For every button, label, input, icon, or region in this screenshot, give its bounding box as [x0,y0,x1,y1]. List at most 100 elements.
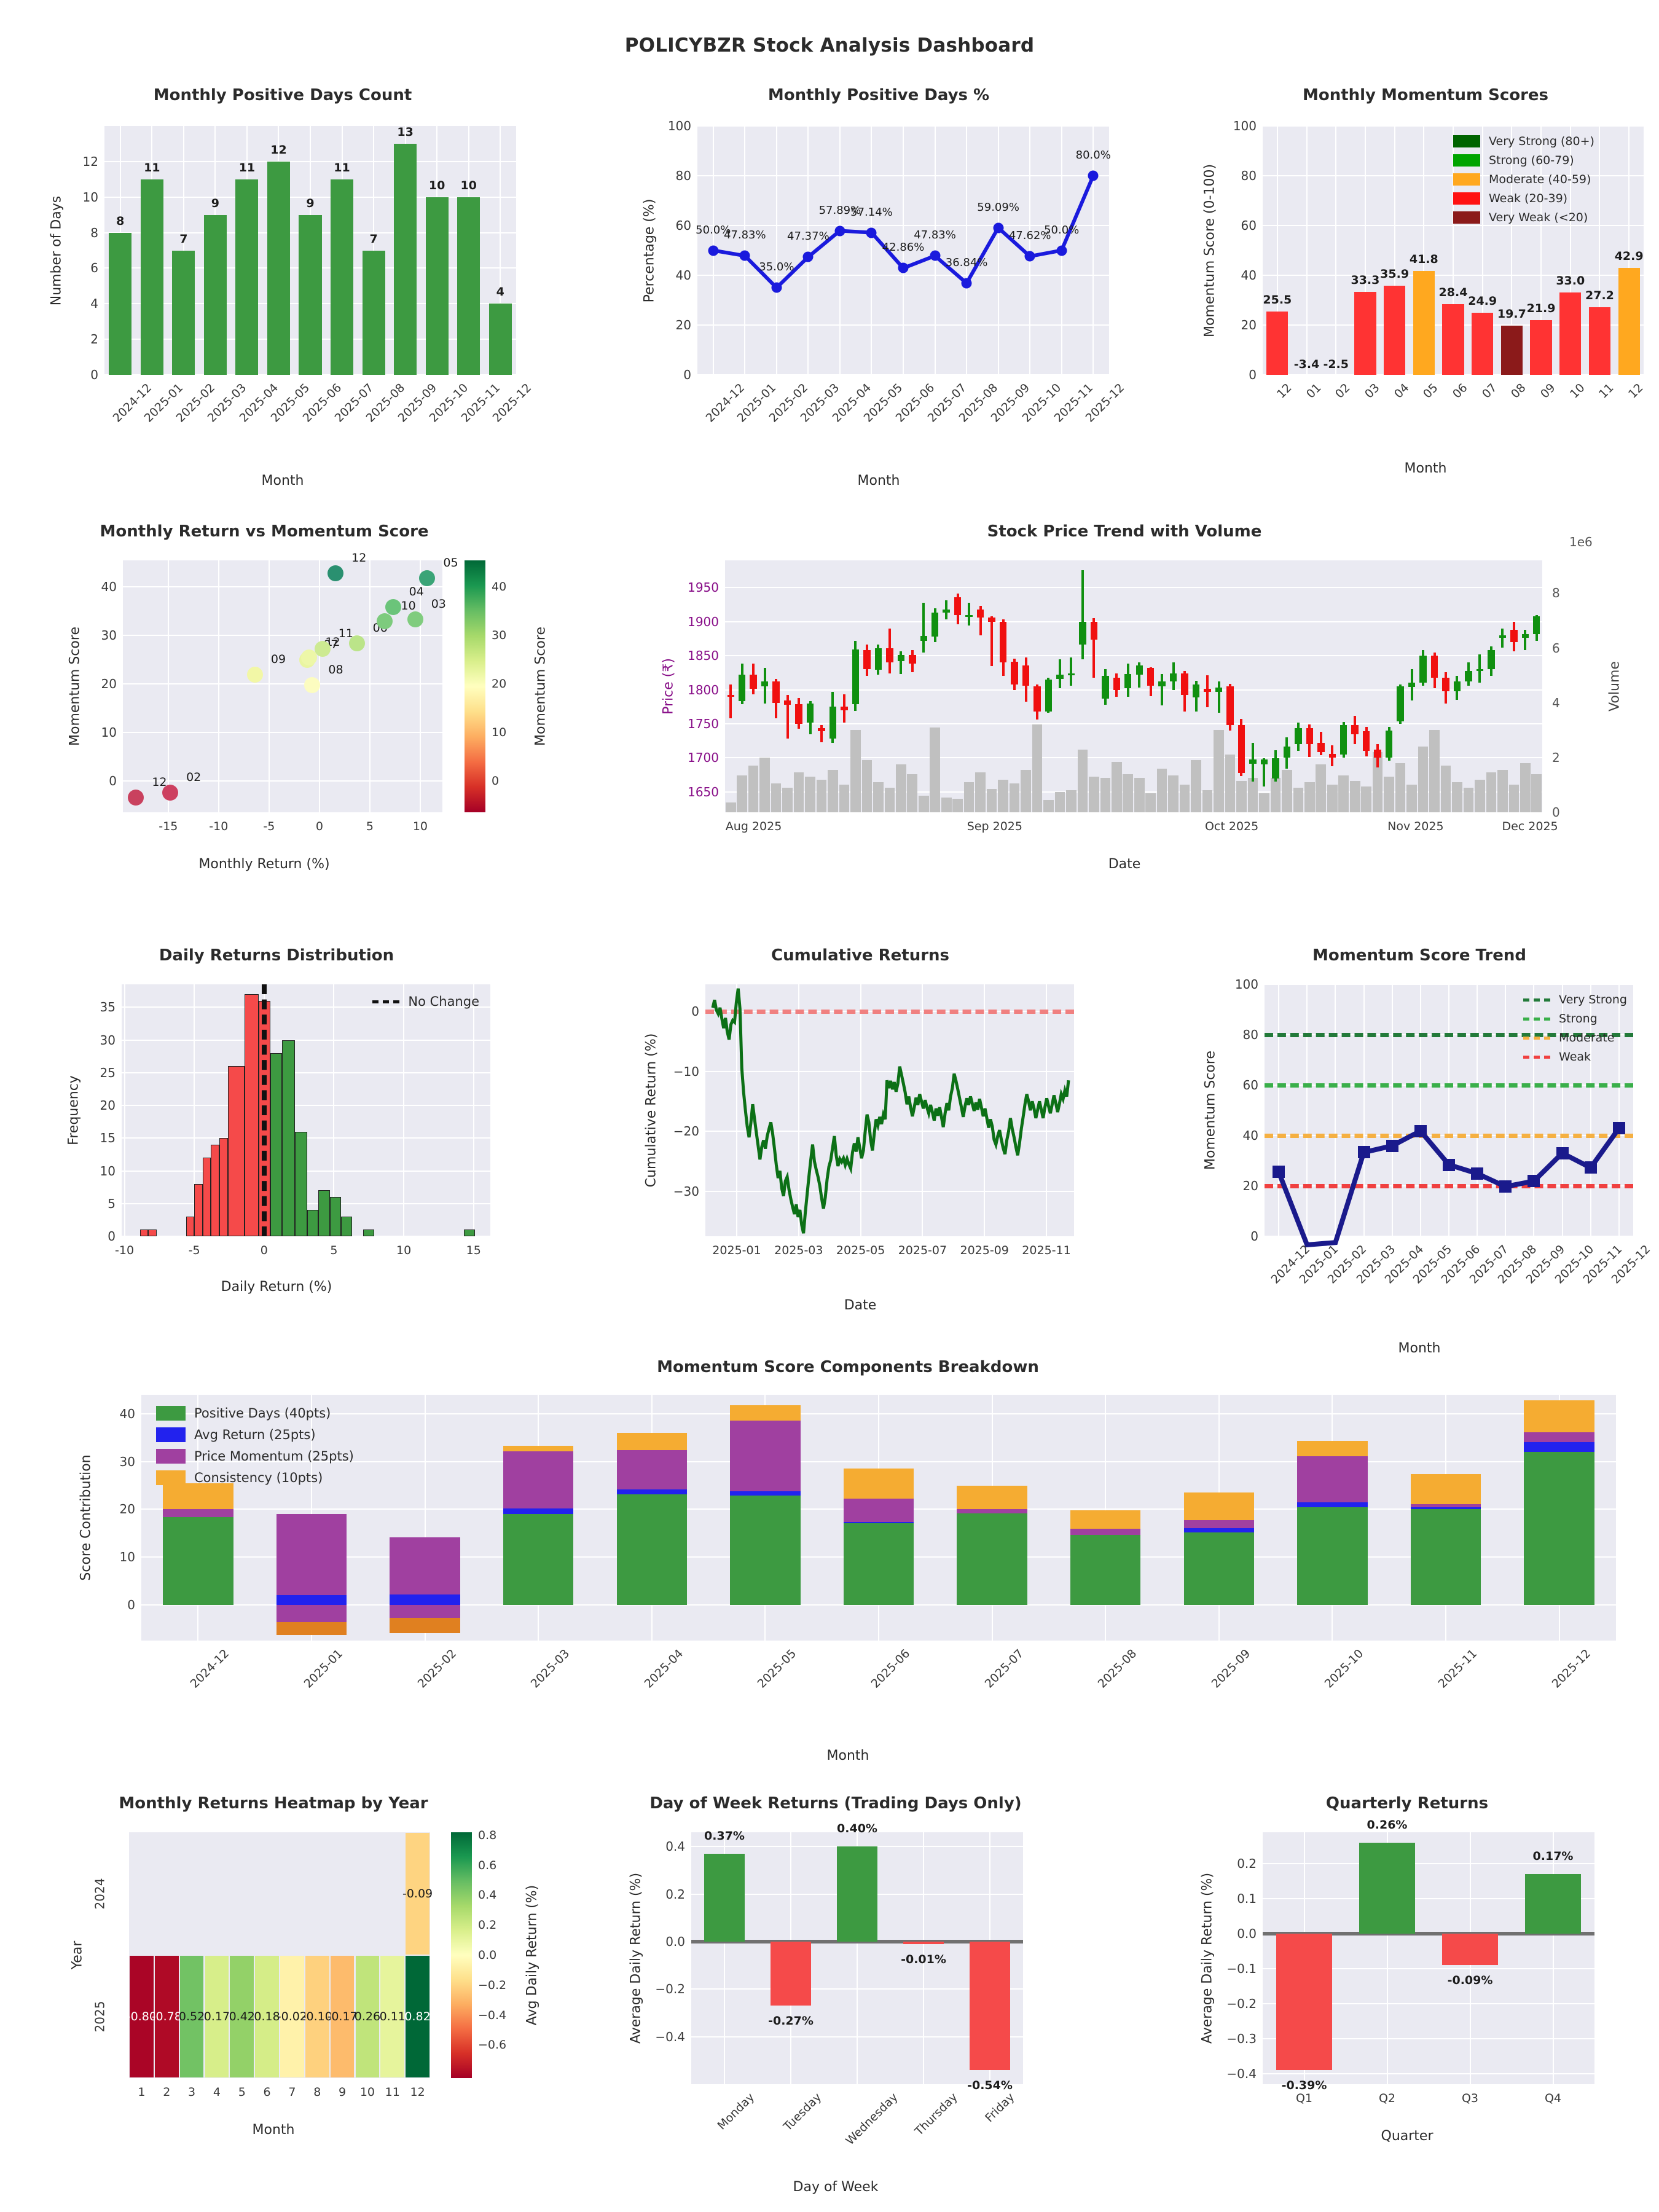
candle-body [1430,656,1438,678]
stack-segment [503,1451,574,1508]
legend-label: Very Strong [1559,993,1627,1006]
gridline-v [1029,126,1031,375]
x-axis-label: Month [1398,1341,1441,1356]
volume-bar [1021,769,1031,812]
candle-body [1385,731,1393,758]
volume-bar [725,802,736,812]
panel-momentum-score-trend: Momentum Score Trend 0 20 40 60 80 100 Very St… [1192,946,1653,1356]
volume-bar [861,760,873,812]
heatmap-cell: 0.82 [404,1956,431,2077]
gridline-h [122,1006,490,1008]
candle-body [1397,686,1404,721]
bar-value-label: 0.37% [704,1829,745,1843]
data-point-marker [1499,1180,1512,1193]
y2-axis-tick: 8 [1552,586,1560,601]
y-axis-tick: 0 [1250,1229,1258,1244]
gridline-v [1276,126,1278,375]
volume-bar [828,769,838,812]
x-axis-tick: 2025-08 [1095,1647,1140,1691]
stack-segment [957,1513,1027,1605]
volume-bar [1475,779,1485,812]
candle-body [1226,686,1234,726]
panel-stock-price-trend: Stock Price Trend with Volume 1650 1700 17… [633,522,1623,879]
legend-item: Moderate (40-59) [1453,173,1594,186]
stack-segment [1183,1528,1255,1533]
data-point-marker [1612,1122,1625,1135]
y-axis-tick: 1800 [688,682,719,697]
candle-wick [979,606,982,635]
scatter-point [407,611,423,628]
gridline-v [860,984,861,1236]
candle-wick [1161,674,1164,706]
data-point [834,226,845,237]
bar-value-label: 0.26% [1367,1818,1408,1832]
y-axis-tick: 0 [108,1229,116,1244]
point-label: 09 [270,653,286,667]
x-axis-tick: 04 [1391,381,1412,401]
chart-title: Monthly Return vs Momentum Score [100,522,429,541]
legend-swatch [156,1449,186,1464]
candle-wick [1217,681,1220,713]
bar-value-label: 21.9 [1526,302,1556,316]
gridline-v [1561,984,1563,1236]
x-axis-label: Quarter [1381,2128,1433,2144]
legend-item: Avg Return (25pts) [156,1427,354,1442]
legend-label: Strong [1559,1012,1598,1026]
candle-body [1340,725,1347,755]
bar [1266,311,1288,375]
legend-swatch [1453,154,1480,167]
gridline-h [1263,2037,1594,2039]
candle-body [750,675,757,689]
y-axis-label: Average Daily Return (%) [1199,1872,1215,2044]
x-axis-tick: Q3 [1461,2092,1479,2105]
point-label: 08 [328,663,343,677]
volume-bar [1214,730,1224,812]
gridline-v [922,984,924,1236]
legend-label: Moderate (40-59) [1489,173,1591,186]
x-axis-label: Month [261,473,304,488]
chart-title: Monthly Momentum Scores [1302,86,1549,104]
colorbar: 0.8 0.6 0.4 0.2 0.0 −0.2 −0.4 −0.6 [451,1829,506,2078]
volume-bar [918,796,929,812]
x-axis-label: Month [826,1748,869,1763]
stack-segment [163,1516,233,1605]
point-label: 12 [351,551,367,565]
point-label: 02 [186,771,202,785]
candle-body [1192,684,1200,697]
y-axis-tick: 20 [100,1098,116,1113]
candle-body [931,613,939,637]
gridline-v [1628,126,1630,375]
x-axis-tick: 02 [1333,381,1353,401]
candle-body [1521,633,1529,638]
data-point [739,250,750,261]
stack-segment [163,1509,233,1517]
bar-value-label: 8 [116,214,125,228]
candle-body [1283,746,1291,758]
gridline-v [194,984,195,1236]
y-axis-tick: −0.2 [1226,1996,1257,2012]
scatter-point [304,677,321,694]
bar-value-label: 0.17% [1532,1849,1574,1864]
candle-body [1533,616,1540,634]
bar [172,250,195,375]
stack-segment [1410,1509,1481,1605]
x-axis-tick: 11 [385,2085,400,2099]
bar [488,304,512,375]
legend: Very Strong Strong Moderate Weak [1523,993,1627,1069]
point-value-label: 57.14% [850,205,893,219]
legend-swatch [1453,211,1480,224]
panel-momentum-components-breakdown: Momentum Score Components Breakdown 0 10 2… [61,1358,1634,1763]
stack-segment [1297,1502,1368,1508]
candle-body [1181,673,1188,696]
data-point [930,250,941,261]
candle-wick [820,725,823,742]
stack-segment [843,1523,914,1605]
volume-bar [1463,787,1474,812]
candle-body [1476,669,1484,672]
x-axis-tick: 2025-01 [712,1244,761,1257]
candle-body [1465,670,1472,682]
volume-bar [1406,785,1417,812]
x-axis-tick: 2 [163,2085,171,2099]
volume-bar [759,757,770,812]
bar [140,179,163,375]
